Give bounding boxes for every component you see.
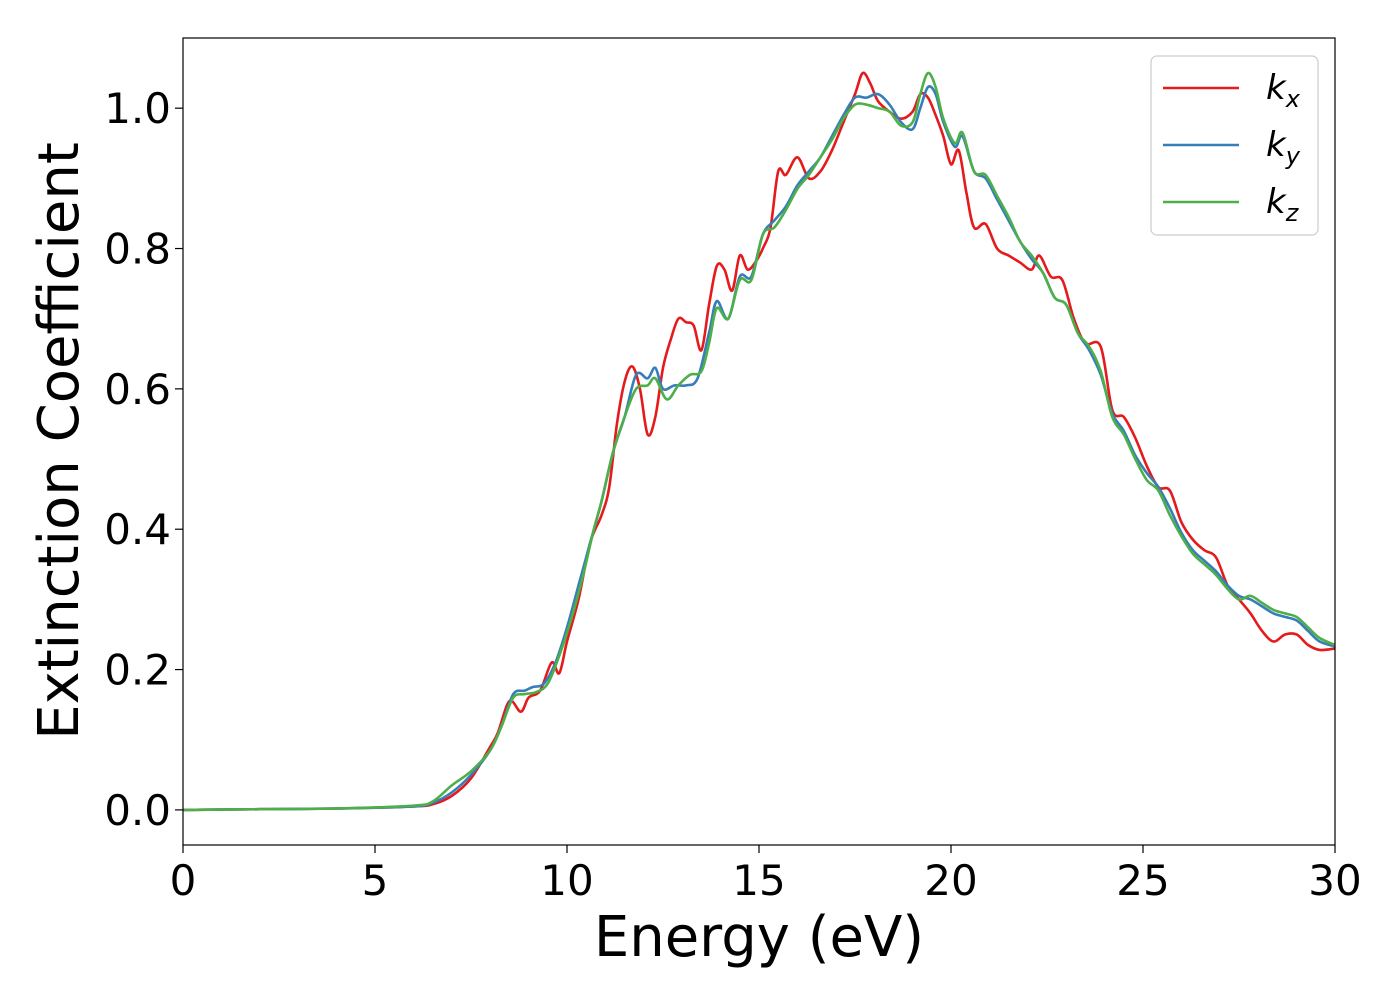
legend-label-kx: kx — [1266, 68, 1301, 113]
x-axis-ticks: 0 5 10 15 20 25 30 — [170, 845, 1362, 905]
series-line-ky — [183, 85, 1335, 812]
y-axis-title: Extinction Coefficient — [27, 142, 92, 740]
x-tick-label: 15 — [732, 856, 785, 905]
y-tick-label: 0.8 — [104, 225, 171, 274]
x-tick-label: 10 — [540, 856, 593, 905]
y-tick-label: 0.2 — [104, 646, 171, 695]
y-tick-label: 0.0 — [104, 786, 171, 835]
x-tick-label: 5 — [362, 856, 389, 905]
x-tick-label: 0 — [170, 856, 197, 905]
y-axis-ticks: 0.0 0.2 0.4 0.6 0.8 1.0 — [104, 84, 183, 835]
y-tick-label: 0.6 — [104, 365, 171, 414]
x-axis-title: Energy (eV) — [594, 905, 924, 970]
x-tick-label: 20 — [924, 856, 977, 905]
y-tick-label: 0.4 — [104, 505, 171, 554]
y-tick-label: 1.0 — [104, 84, 171, 133]
legend: kx ky kz — [1150, 55, 1319, 236]
series-line-kx — [183, 71, 1335, 812]
series-layer — [183, 71, 1335, 812]
legend-label-ky: ky — [1266, 125, 1301, 170]
x-tick-label: 25 — [1116, 856, 1169, 905]
series-line-kz — [183, 71, 1335, 812]
legend-label-kz: kz — [1266, 182, 1300, 227]
x-tick-label: 30 — [1308, 856, 1361, 905]
